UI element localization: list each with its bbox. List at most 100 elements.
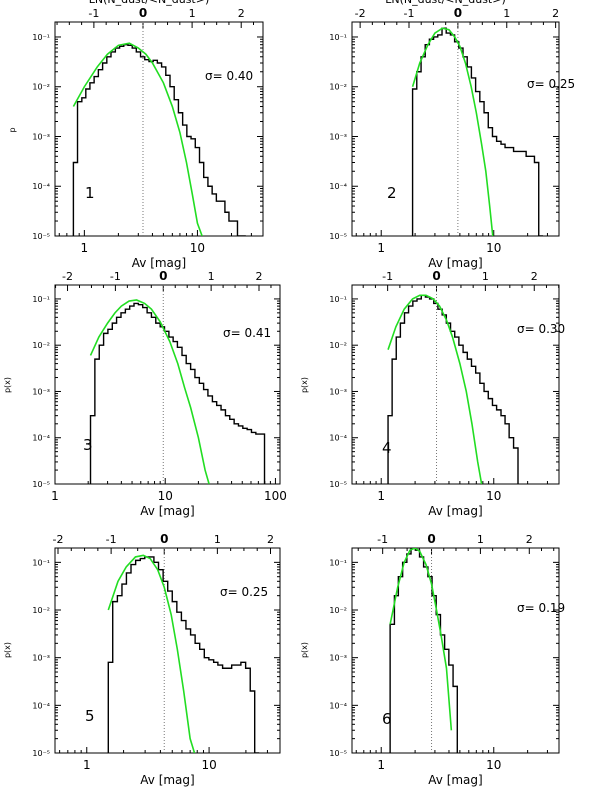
y-tick-label: 10⁻⁴ [32, 434, 50, 443]
y-tick-label: 10⁻² [329, 341, 347, 350]
top-tick-label: 2 [238, 7, 245, 20]
y-tick-label: 10⁻⁵ [329, 480, 347, 489]
y-tick-label: 10⁻¹ [329, 558, 347, 567]
y-tick-label: 10⁻² [32, 606, 50, 615]
top-tick-label: 0 [160, 532, 168, 546]
y-tick-label: 10⁻¹ [329, 33, 347, 42]
lognormal-fit-curve [411, 27, 494, 236]
y-axis-label: p(x) [3, 377, 12, 393]
x-axis-label: Av [mag] [428, 256, 482, 270]
x-tick-label: 100 [264, 489, 287, 503]
x-tick-label: 1 [377, 489, 385, 503]
top-tick-label: 1 [482, 270, 489, 283]
top-tick-label: -1 [404, 7, 415, 20]
sigma-annotation: σ= 0.25 [527, 77, 575, 91]
y-tick-label: 10⁻³ [329, 387, 347, 396]
x-tick-label: 1 [51, 489, 59, 503]
y-tick-label: 10⁻⁵ [32, 749, 50, 758]
chart-panel-4: 1 10 10⁻¹ 10⁻² 10⁻³ 10⁻⁴ 10⁻⁵ -1 0 1 2 σ= 0.30 4 Av [… [300, 269, 565, 518]
top-tick-label: -2 [62, 270, 73, 283]
x-tick-label: 1 [83, 758, 91, 772]
y-tick-label: 10⁻¹ [32, 558, 50, 567]
y-tick-label: 10⁻⁵ [329, 232, 347, 241]
histogram-line [387, 294, 519, 484]
y-tick-label: 10⁻³ [329, 132, 347, 141]
top-tick-label: 1 [214, 533, 221, 546]
y-tick-label: 10⁻² [32, 83, 50, 92]
y-tick-label: 10⁻¹ [32, 295, 50, 304]
x-tick-label: 1 [377, 241, 385, 255]
plot-frame [54, 547, 281, 754]
x-tick-label: 10 [486, 758, 501, 772]
panel-number: 6 [382, 710, 392, 728]
y-tick-label: 10⁻⁴ [32, 701, 50, 710]
top-tick-label: 0 [454, 6, 462, 20]
y-tick-label: 10⁻² [329, 83, 347, 92]
top-tick-label: -1 [110, 270, 121, 283]
plot-frame [351, 21, 560, 237]
lognormal-fit-curve [72, 42, 203, 236]
x-tick-label: 1 [81, 241, 89, 255]
top-axis-label: LN(N_dust/<N_dust>) [89, 0, 210, 6]
chart-panel-1: 1 10 10⁻¹ 10⁻² 10⁻³ 10⁻⁴ 10⁻⁵ -1 0 1 2 σ= 0.40 1 Av [… [8, 0, 264, 270]
sigma-annotation: σ= 0.30 [517, 322, 565, 336]
chart-panel-3: 1 10 100 10⁻¹ 10⁻² 10⁻³ 10⁻⁴ 10⁻⁵ -2 -1 0 1 2 σ= 0.41… [3, 269, 287, 518]
top-tick-label: -1 [382, 270, 393, 283]
lognormal-fit-curve [389, 548, 453, 731]
y-axis-label: p [8, 127, 17, 132]
top-tick-label: 0 [139, 6, 147, 20]
y-tick-label: 10⁻³ [32, 387, 50, 396]
y-tick-label: 10⁻² [32, 341, 50, 350]
lognormal-fit-curve [387, 294, 483, 484]
x-axis-label: Av [mag] [428, 504, 482, 518]
y-tick-label: 10⁻⁴ [32, 182, 50, 191]
y-tick-label: 10⁻³ [32, 132, 50, 141]
histogram-line [72, 43, 246, 236]
y-tick-label: 10⁻¹ [32, 33, 50, 42]
chart-panel-6: 1 10 10⁻¹ 10⁻² 10⁻³ 10⁻⁴ 10⁻⁵ -1 0 1 2 σ= 0.19 6 Av [… [300, 532, 565, 787]
y-axis-label: p(x) [3, 642, 12, 658]
top-tick-label: -1 [106, 533, 117, 546]
top-tick-label: -1 [377, 533, 388, 546]
y-tick-label: 10⁻⁴ [329, 701, 347, 710]
top-tick-label: -2 [355, 7, 366, 20]
y-tick-label: 10⁻⁴ [329, 434, 347, 443]
histogram-line [411, 27, 544, 236]
top-tick-label: 2 [531, 270, 538, 283]
top-tick-label: 1 [503, 7, 510, 20]
top-tick-label: 2 [552, 7, 559, 20]
y-tick-label: 10⁻⁴ [329, 182, 347, 191]
top-tick-label: 2 [267, 533, 274, 546]
x-axis-label: Av [mag] [140, 504, 194, 518]
histogram-line [107, 556, 260, 753]
sigma-annotation: σ= 0.40 [205, 69, 253, 83]
x-axis-label: Av [mag] [428, 773, 482, 787]
plot-frame [54, 284, 281, 485]
x-axis-label: Av [mag] [140, 773, 194, 787]
top-tick-label: -1 [88, 7, 99, 20]
lognormal-fit-curve [89, 299, 210, 484]
chart-panel-5: 1 10 10⁻¹ 10⁻² 10⁻³ 10⁻⁴ 10⁻⁵ -2 -1 0 1 2 σ= 0.25 5 Av… [3, 532, 281, 787]
sigma-annotation: σ= 0.41 [223, 326, 271, 340]
x-tick-label: 10 [486, 489, 501, 503]
top-tick-label: 2 [526, 533, 533, 546]
panel-number: 3 [83, 436, 93, 454]
x-tick-label: 10 [201, 758, 216, 772]
y-tick-label: 10⁻⁵ [32, 232, 50, 241]
x-tick-label: 1 [377, 758, 385, 772]
x-tick-label: 10 [158, 489, 173, 503]
top-tick-label: -2 [53, 533, 64, 546]
x-tick-label: 10 [190, 241, 205, 255]
top-tick-label: 0 [432, 269, 440, 283]
y-tick-label: 10⁻⁵ [329, 749, 347, 758]
lognormal-fit-curve [107, 554, 196, 753]
top-tick-label: 1 [208, 270, 215, 283]
y-axis-label: p(x) [300, 377, 309, 393]
plot-frame [351, 284, 560, 485]
top-tick-label: 0 [427, 532, 435, 546]
top-tick-label: 2 [255, 270, 262, 283]
y-axis-label: p(x) [300, 642, 309, 658]
sigma-annotation: σ= 0.19 [517, 601, 565, 615]
panel-number: 2 [387, 184, 397, 202]
